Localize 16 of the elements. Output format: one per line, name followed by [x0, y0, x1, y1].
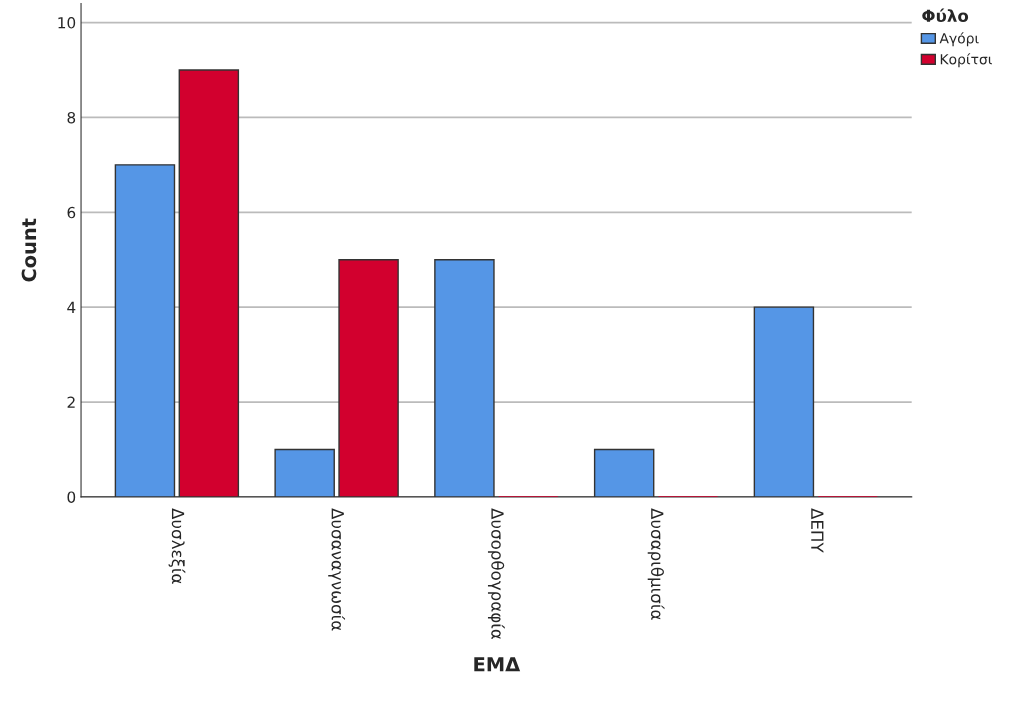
- legend-label: Κορίτσι: [940, 53, 992, 68]
- y-tick-label: 4: [67, 301, 76, 313]
- x-tick-label: Δυσαναγνωσία: [328, 508, 346, 631]
- y-tick-label: 10: [58, 17, 76, 29]
- legend-label: Αγόρι: [939, 32, 979, 47]
- legend-title: Φύλο: [922, 8, 969, 23]
- x-tick-label: ΔΕΠΥ: [811, 508, 824, 553]
- y-tick-label: 8: [67, 111, 76, 124]
- x-axis-title: ΕΜΔ: [474, 657, 521, 672]
- x-tick-label: Δυσαριθμισία: [647, 508, 665, 620]
- y-tick-label: 0: [67, 491, 76, 503]
- y-tick-label: 2: [67, 396, 75, 408]
- y-axis-title: Count: [21, 218, 37, 282]
- y-tick-label: 6: [67, 206, 76, 219]
- x-tick-label: Δυσορθογραφία: [487, 508, 505, 640]
- x-tick-label: Δυσλεξία: [168, 508, 186, 584]
